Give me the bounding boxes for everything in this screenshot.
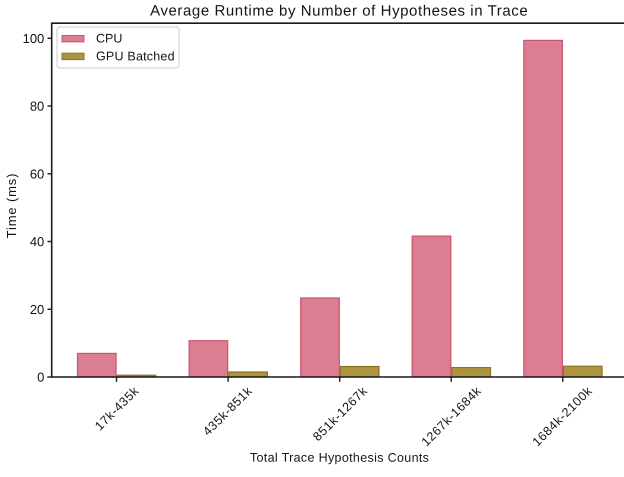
svg-text:GPU Batched: GPU Batched	[96, 49, 175, 63]
svg-text:CPU: CPU	[96, 32, 122, 46]
svg-text:80: 80	[30, 99, 44, 114]
svg-text:435k-851k: 435k-851k	[200, 384, 255, 439]
svg-text:1267k-1684k: 1267k-1684k	[419, 384, 485, 450]
svg-text:Time (ms): Time (ms)	[4, 173, 19, 239]
svg-text:Average Runtime by Number of H: Average Runtime by Number of Hypotheses …	[150, 3, 528, 20]
svg-text:1684k-2100k: 1684k-2100k	[530, 384, 596, 450]
svg-text:17k-435k: 17k-435k	[92, 384, 142, 434]
svg-text:851k-1267k: 851k-1267k	[310, 384, 370, 444]
svg-text:20: 20	[30, 302, 44, 317]
svg-text:40: 40	[30, 234, 44, 249]
svg-text:0: 0	[37, 370, 44, 385]
svg-text:60: 60	[30, 166, 44, 181]
svg-text:Total Trace Hypothesis Counts: Total Trace Hypothesis Counts	[250, 451, 429, 465]
svg-text:100: 100	[23, 31, 45, 46]
